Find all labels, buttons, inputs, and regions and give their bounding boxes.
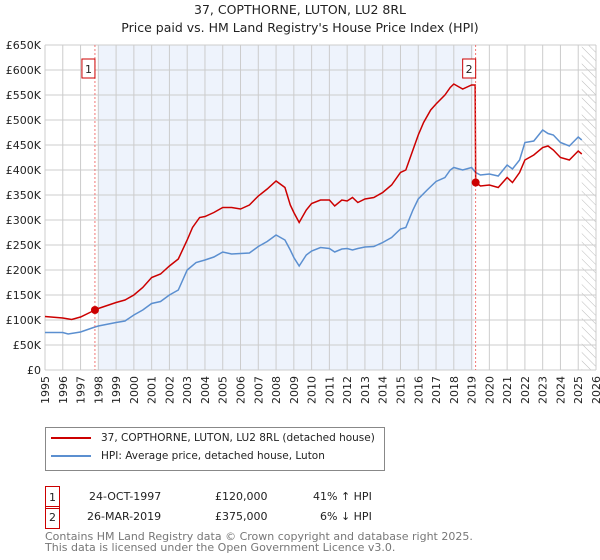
x-tick-label: 2007	[252, 376, 265, 404]
x-tick-label: 2002	[163, 376, 176, 404]
y-tick-label: £350K	[6, 189, 42, 202]
sale-label-box	[462, 58, 477, 79]
x-tick-label: 2010	[306, 376, 319, 404]
y-tick-label: £500K	[6, 114, 42, 127]
x-tick-label: 2014	[377, 376, 390, 404]
shaded-region	[98, 45, 474, 370]
y-tick-label: £200K	[6, 264, 42, 277]
sale-badge: 2	[45, 506, 60, 529]
sale-date: 24-OCT-1997	[89, 490, 162, 503]
sale-date: 26-MAR-2019	[87, 510, 162, 523]
x-tick-label: 1996	[57, 376, 70, 404]
sale-row: 1 24-OCT-1997 £120,000 41% ↑ HPI	[45, 486, 545, 510]
sale-label: 2	[466, 63, 473, 76]
y-tick-label: £50K	[13, 339, 42, 352]
y-tick-label: £600K	[6, 64, 42, 77]
sale-label-box	[81, 58, 96, 79]
x-tick-label: 2015	[394, 376, 407, 404]
x-tick-label: 2024	[554, 376, 567, 404]
y-tick-label: £100K	[6, 314, 42, 327]
property-price-line	[44, 83, 583, 321]
y-tick-label: £300K	[6, 214, 42, 227]
legend-swatch-hpi	[51, 455, 91, 457]
x-tick-label: 1998	[92, 376, 105, 404]
sale-row: 2 26-MAR-2019 £375,000 6% ↓ HPI	[45, 506, 545, 530]
x-tick-label: 2023	[537, 376, 550, 404]
x-tick-label: 2021	[501, 376, 514, 404]
x-tick-label: 2018	[448, 376, 461, 404]
chart-legend: 37, COPTHORNE, LUTON, LU2 8RL (detached …	[45, 427, 385, 471]
x-tick-label: 2008	[270, 376, 283, 404]
x-tick-label: 2019	[466, 376, 479, 404]
x-tick-label: 2026	[590, 376, 600, 404]
sale-label: 1	[85, 63, 92, 76]
sale-point	[471, 178, 480, 187]
x-tick-label: 2013	[359, 376, 372, 404]
sale-hpi-diff: 6% ↓ HPI	[320, 510, 372, 523]
x-tick-label: 2000	[128, 376, 141, 404]
legend-label-hpi: HPI: Average price, detached house, Luto…	[101, 450, 325, 462]
price-chart: 1995 1996 1997 1998 1999 2000 2001 2002 2003 2004…	[6, 39, 600, 404]
x-tick-label: 2012	[341, 376, 354, 404]
x-tick-label: 2001	[146, 376, 159, 404]
y-tick-label: £400K	[6, 164, 42, 177]
sale-hpi-diff: 41% ↑ HPI	[313, 490, 372, 503]
x-tick-label: 2022	[519, 376, 532, 404]
x-tick-label: 1995	[39, 376, 52, 404]
x-tick-label: 2011	[323, 376, 336, 404]
x-tick-label: 2005	[217, 376, 230, 404]
x-tick-label: 2016	[412, 376, 425, 404]
hpi-line	[45, 129, 583, 335]
chart-title: 37, COPTHORNE, LUTON, LU2 8RL	[194, 2, 406, 17]
x-tick-label: 2006	[235, 376, 248, 404]
x-tick-label: 1997	[75, 376, 88, 404]
x-tick-label: 2003	[181, 376, 194, 404]
x-tick-label: 2020	[483, 376, 496, 404]
chart-subtitle: Price paid vs. HM Land Registry's House …	[121, 20, 479, 35]
sale-price: £120,000	[215, 490, 268, 503]
x-tick-label: 2025	[572, 376, 585, 404]
sale-price: £375,000	[215, 510, 268, 523]
y-tick-label: £250K	[6, 239, 42, 252]
footer: Contains HM Land Registry data © Crown c…	[45, 531, 473, 553]
y-tick-label: £450K	[6, 139, 42, 152]
legend-label-property: 37, COPTHORNE, LUTON, LU2 8RL (detached …	[101, 432, 375, 444]
sale-badge: 1	[45, 486, 60, 509]
x-tick-label: 1999	[110, 376, 123, 404]
y-tick-label: £650K	[6, 39, 42, 52]
forecast-hatch	[581, 45, 596, 370]
footer-licence: This data is licensed under the Open Gov…	[45, 541, 396, 554]
sale-point	[90, 306, 99, 314]
x-tick-label: 2009	[288, 376, 301, 404]
footer-copyright: Contains HM Land Registry data © Crown c…	[45, 530, 473, 543]
y-tick-label: £150K	[6, 289, 42, 302]
y-tick-label: £0	[27, 364, 41, 377]
legend-swatch-property	[51, 437, 91, 439]
x-tick-label: 2004	[199, 376, 212, 404]
y-tick-label: £550K	[6, 89, 42, 102]
x-tick-label: 2017	[430, 376, 443, 404]
